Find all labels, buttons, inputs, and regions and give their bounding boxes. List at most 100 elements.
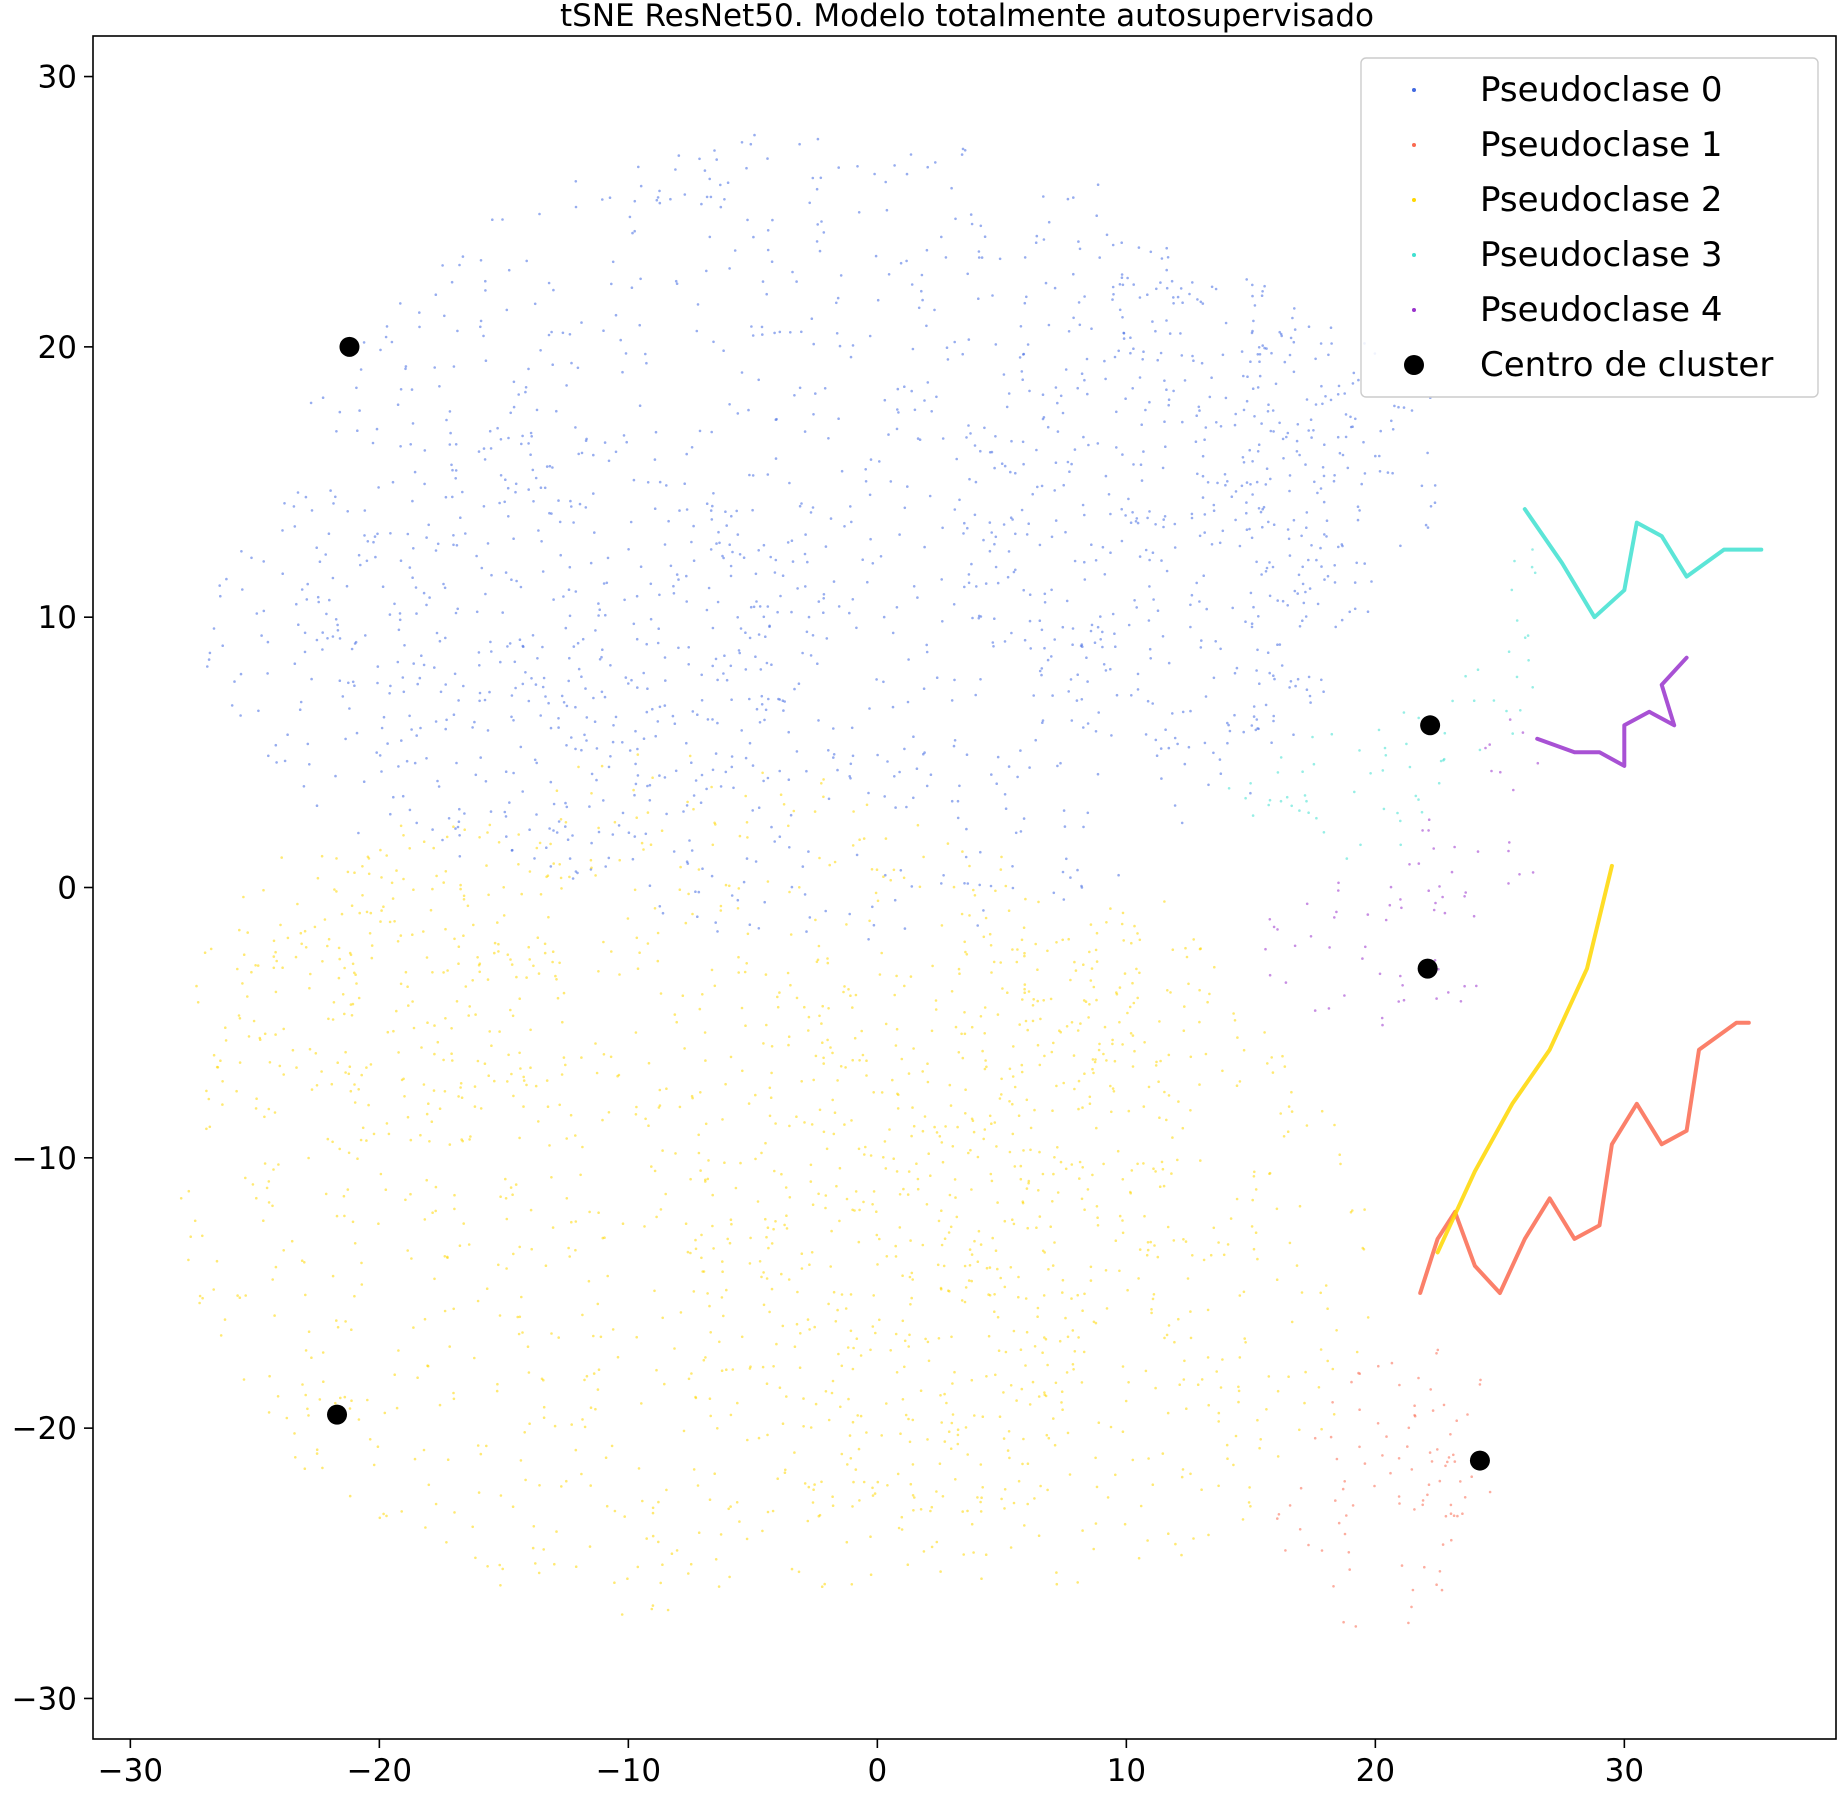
scatter-point xyxy=(869,1573,873,1576)
scatter-point xyxy=(1109,907,1112,910)
scatter-point xyxy=(600,690,604,694)
scatter-point xyxy=(790,610,793,614)
scatter-point xyxy=(884,873,887,877)
scatter-point xyxy=(1061,1278,1065,1282)
scatter-point xyxy=(400,1078,404,1082)
scatter-point xyxy=(357,553,361,557)
scatter-point xyxy=(592,696,595,700)
scatter-point xyxy=(395,869,398,872)
scatter-point xyxy=(478,691,482,695)
scatter-point xyxy=(1022,926,1026,929)
scatter-point xyxy=(778,769,781,773)
scatter-point xyxy=(979,1243,983,1246)
scatter-point xyxy=(689,1251,692,1255)
scatter-point xyxy=(246,995,249,998)
scatter-point xyxy=(1472,914,1476,918)
scatter-point xyxy=(449,431,452,435)
scatter-point xyxy=(574,1220,578,1223)
scatter-point xyxy=(604,865,607,868)
scatter-point xyxy=(1234,1434,1238,1438)
scatter-point xyxy=(1296,677,1300,681)
scatter-point xyxy=(962,1553,965,1556)
scatter-point xyxy=(1284,981,1288,984)
scatter-point xyxy=(862,1200,865,1204)
scatter-point xyxy=(221,1080,224,1083)
scatter-point xyxy=(636,1565,640,1569)
scatter-point xyxy=(1165,286,1169,290)
scatter-point xyxy=(348,707,351,710)
scatter-point xyxy=(489,640,492,644)
scatter-point xyxy=(924,1337,927,1341)
scatter-point xyxy=(281,966,284,969)
scatter-point xyxy=(1181,1126,1185,1130)
scatter-point xyxy=(762,779,765,783)
scatter-point xyxy=(852,1480,855,1484)
scatter-point xyxy=(737,887,741,890)
scatter-point xyxy=(715,158,718,161)
scatter-point xyxy=(1353,581,1357,584)
scatter-point xyxy=(894,1255,898,1258)
scatter-point xyxy=(1118,986,1122,989)
scatter-point xyxy=(773,331,776,335)
scatter-point xyxy=(535,813,538,816)
scatter-point xyxy=(760,694,764,698)
scatter-point xyxy=(1307,325,1311,329)
scatter-point xyxy=(1313,1436,1317,1440)
scatter-point xyxy=(983,1067,987,1071)
scatter-point xyxy=(566,838,570,841)
scatter-point xyxy=(338,679,342,682)
scatter-point xyxy=(560,887,563,890)
scatter-point xyxy=(767,697,770,701)
scatter-point xyxy=(843,525,846,528)
scatter-point xyxy=(278,1064,282,1068)
scatter-point xyxy=(1111,285,1115,289)
scatter-point xyxy=(1019,830,1023,833)
scatter-point xyxy=(609,664,612,667)
scatter-point xyxy=(1160,1160,1164,1164)
scatter-point xyxy=(454,443,458,446)
scatter-point xyxy=(878,1318,881,1322)
scatter-point xyxy=(865,1431,868,1434)
scatter-point xyxy=(1096,442,1100,445)
scatter-point xyxy=(1206,1308,1210,1312)
scatter-point xyxy=(1031,492,1034,496)
scatter-point xyxy=(871,1494,875,1497)
scatter-point xyxy=(862,1480,866,1484)
scatter-point xyxy=(1276,1517,1279,1520)
scatter-point xyxy=(1427,829,1430,832)
scatter-point xyxy=(934,161,937,164)
scatter-point xyxy=(626,1577,629,1580)
scatter-point xyxy=(990,971,993,974)
scatter-point xyxy=(1086,1188,1090,1191)
scatter-point xyxy=(1095,1205,1099,1208)
scatter-point xyxy=(1146,1241,1150,1244)
scatter-point xyxy=(1234,518,1237,522)
scatter-point xyxy=(1196,472,1199,476)
scatter-point xyxy=(744,631,747,634)
scatter-point xyxy=(781,699,785,702)
scatter-point xyxy=(979,1500,982,1504)
scatter-point xyxy=(1245,481,1249,484)
scatter-point xyxy=(362,780,366,783)
scatter-point xyxy=(568,857,572,860)
scatter-point xyxy=(1189,1055,1193,1059)
scatter-point xyxy=(1248,448,1251,452)
scatter-point xyxy=(1121,316,1124,319)
scatter-point xyxy=(673,1013,677,1016)
scatter-point xyxy=(1288,474,1292,477)
scatter-point xyxy=(490,573,493,577)
scatter-point xyxy=(592,492,595,495)
scatter-point xyxy=(1083,295,1086,298)
scatter-point xyxy=(1114,645,1117,648)
scatter-point xyxy=(1154,1170,1157,1173)
scatter-point xyxy=(581,637,585,641)
scatter-point xyxy=(1090,327,1093,331)
scatter-point xyxy=(1107,493,1111,496)
scatter-point xyxy=(664,1192,667,1196)
scatter-point xyxy=(900,1057,904,1061)
scatter-point xyxy=(1343,392,1346,395)
scatter-point xyxy=(1112,293,1115,296)
scatter-point xyxy=(851,1058,854,1062)
scatter-point xyxy=(577,452,580,456)
scatter-point xyxy=(893,164,896,167)
